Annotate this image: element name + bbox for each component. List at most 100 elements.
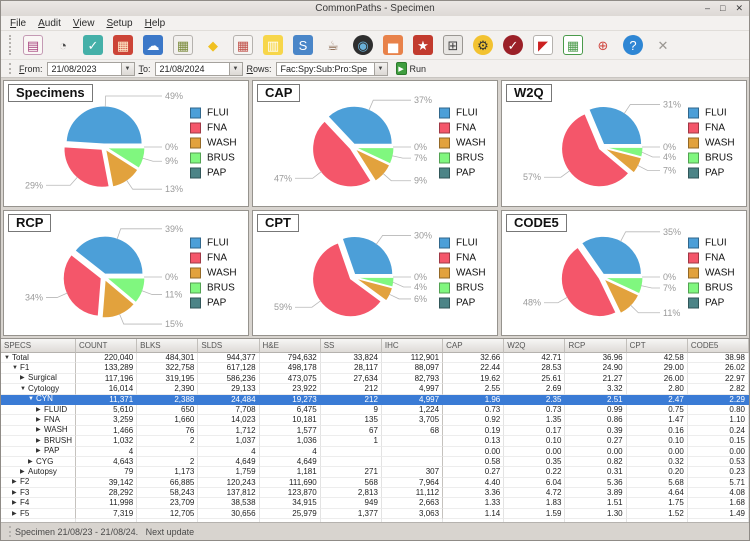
toolbar-button-green-table[interactable]: ▦ — [561, 33, 585, 57]
table-row-autopsy[interactable]: ▶ Autopsy 79 1,173 1,759 1,181 271 307 0.27 0.22 0… — [1, 467, 749, 478]
minimize-button[interactable]: – — [705, 3, 711, 13]
table-row-total[interactable]: ▼ Total 220,040 484,301 944,377 794,632 33,824… — [1, 353, 749, 364]
table-row-fna[interactable]: ▶ FNA 3,259 1,660 14,023 10,181 135 3,705 0.92 1.… — [1, 415, 749, 426]
expand-arrow-icon[interactable]: ▶ — [36, 427, 41, 434]
toolbar-button-calendar[interactable]: ▦ — [231, 33, 255, 57]
expand-arrow-icon[interactable]: ▶ — [36, 417, 41, 424]
expand-arrow-icon[interactable]: ▶ — [12, 510, 17, 517]
collapse-arrow-icon[interactable]: ▼ — [28, 396, 34, 403]
expand-arrow-icon[interactable]: ▶ — [36, 437, 41, 444]
column-header-w2q[interactable]: W2Q — [504, 339, 566, 353]
table-row-f1[interactable]: ▼ F1 133,289 322,758 617,128 498,178 28,117 88,… — [1, 363, 749, 374]
toolbar-button-lifebuoy[interactable]: ⊕ — [591, 33, 615, 57]
table-cell: 7,708 — [198, 404, 260, 416]
toolbar-button-color-tiles[interactable]: ▦ — [111, 33, 135, 57]
toolbar-button-coffee-cup[interactable]: ☕ — [321, 33, 345, 57]
collapse-arrow-icon[interactable]: ▼ — [20, 385, 26, 392]
filterbar-drag-handle[interactable] — [9, 62, 12, 75]
toolbar-button-sql-doc[interactable]: S — [291, 33, 315, 57]
table-row-f3[interactable]: ▶ F3 28,292 58,243 137,812 123,870 2,813 11,112… — [1, 488, 749, 499]
column-header-ss[interactable]: SS — [320, 339, 382, 353]
toolbar-button-database-doc[interactable]: ▤ — [21, 33, 45, 57]
table-row-cytology[interactable]: ▼ Cytology 16,014 2,390 29,133 23,922 212 4,997… — [1, 384, 749, 395]
label-leader-line — [391, 155, 411, 159]
column-header-code5[interactable]: CODE5 — [687, 339, 749, 353]
toolbar-button-close-app[interactable]: ✕ — [651, 33, 675, 57]
toolbar-button-columns[interactable]: ▥ — [261, 33, 285, 57]
menu-view[interactable]: View — [72, 17, 95, 29]
expand-arrow-icon[interactable]: ▶ — [20, 375, 25, 382]
table-cell: 27,634 — [320, 373, 382, 385]
table-row-f2[interactable]: ▶ F2 39,142 66,885 120,243 111,690 568 7,964 4.4… — [1, 477, 749, 489]
table-row-fluid[interactable]: ▶ FLUID 5,610 650 7,708 6,475 9 1,224 0.73 0.73 0.… — [1, 404, 749, 416]
table-cell: 1,712 — [198, 425, 260, 437]
toolbar-button-pdf-reader[interactable]: ◤ — [531, 33, 555, 57]
menu-setup[interactable]: Setup — [106, 17, 133, 29]
chevron-down-icon[interactable]: ▼ — [228, 62, 242, 75]
table-cell: 1.47 — [626, 415, 688, 426]
toolbar-button-camera[interactable]: ◉ — [351, 33, 375, 57]
toolbar-button-clipboard-check[interactable]: ✓ — [81, 33, 105, 57]
menu-help[interactable]: Help — [144, 17, 166, 29]
legend-entry-wash: WASH — [190, 137, 237, 149]
expand-arrow-icon[interactable]: ▶ — [36, 448, 41, 455]
toolbar-button-sheet-chart[interactable]: ▦ — [171, 33, 195, 57]
table-cell: 7,319 — [76, 508, 138, 520]
menu-audit[interactable]: Audit — [38, 17, 61, 29]
expand-arrow-icon[interactable]: ▶ — [12, 479, 17, 486]
rows-combobox[interactable]: Fac:Spy:Sub:Pro:Spe ▼ — [275, 61, 388, 76]
column-header-specs[interactable]: SPECS — [1, 339, 76, 353]
expand-arrow-icon[interactable]: ▶ — [36, 406, 41, 413]
collapse-arrow-icon[interactable]: ▼ — [12, 365, 18, 372]
maximize-button[interactable]: □ — [720, 3, 726, 13]
from-date-combobox[interactable]: 21/08/2023 ▼ — [46, 61, 135, 76]
legend-label-brus: BRUS — [456, 152, 484, 164]
toolbar-button-wrench[interactable]: ✓ — [501, 33, 525, 57]
table-cell: 0.73 — [443, 404, 505, 416]
table-row-cyn[interactable]: ▼ CYN 11,371 2,388 24,484 19,273 212 4,997 1.96 2… — [1, 394, 749, 405]
column-header-blks[interactable]: BLKS — [137, 339, 199, 353]
table-row-brush[interactable]: ▶ BRUSH 1,032 2 1,037 1,036 1 0.13 0.10 0.27 0.10 0… — [1, 436, 749, 447]
column-header-slds[interactable]: SLDS — [198, 339, 260, 353]
toolbar-button-chart-report[interactable]: ▅ — [381, 33, 405, 57]
table-cell: 1,037 — [198, 436, 260, 447]
legend-label-wash: WASH — [705, 137, 735, 149]
table-cell: 137,812 — [198, 488, 260, 499]
column-header-cpt[interactable]: CPT — [626, 339, 688, 353]
legend-swatch-brus — [688, 152, 699, 164]
column-header-ihc[interactable]: IHC — [381, 339, 444, 353]
table-row-cyg[interactable]: ▶ CYG 4,643 2 4,649 4,649 0.58 0.35 0.82 0.32 0.53 — [1, 456, 749, 468]
run-button[interactable]: ▶ Run — [395, 62, 426, 75]
menu-file[interactable]: File — [10, 17, 27, 29]
toolbar-button-dollar-sign[interactable]: ◆ — [201, 33, 225, 57]
table-cell: 212 — [320, 394, 382, 405]
close-button[interactable]: ✕ — [735, 3, 743, 13]
column-header-count[interactable]: COUNT — [76, 339, 138, 353]
toolbar-button-clock-24[interactable]: ◔ — [51, 33, 75, 57]
column-header-cap[interactable]: CAP — [443, 339, 505, 353]
table-cell: 0.27 — [565, 436, 627, 447]
table-row-f5[interactable]: ▶ F5 7,319 12,705 30,656 25,979 1,377 3,063 1.14… — [1, 508, 749, 520]
toolbar-button-help[interactable]: ? — [621, 33, 645, 57]
table-row-pap[interactable]: ▶ PAP 4 4 4 0.00 0.00 0.00 0.00 0.00 — [1, 446, 749, 457]
table-row-surgical[interactable]: ▶ Surgical 117,196 319,195 586,236 473,075 27,… — [1, 373, 749, 385]
toolbar-button-calculator[interactable]: ⊞ — [441, 33, 465, 57]
table-cell: 2.55 — [443, 384, 505, 395]
table-row-wash[interactable]: ▶ WASH 1,466 76 1,712 1,577 67 68 0.19 0.17 0.39 0.… — [1, 425, 749, 437]
chevron-down-icon[interactable]: ▼ — [120, 62, 134, 75]
table-cell: 28,292 — [76, 488, 138, 499]
table-row-f4[interactable]: ▶ F4 11,998 23,709 38,538 34,915 949 2,663 1.33 1… — [1, 498, 749, 509]
expand-arrow-icon[interactable]: ▶ — [20, 469, 25, 475]
toolbar-button-gear[interactable]: ⚙ — [471, 33, 495, 57]
toolbar-button-burst[interactable]: ★ — [411, 33, 435, 57]
column-header-he[interactable]: H&E — [259, 339, 321, 353]
expand-arrow-icon[interactable]: ▶ — [28, 458, 33, 465]
column-header-rcp[interactable]: RCP — [565, 339, 627, 353]
chevron-down-icon[interactable]: ▼ — [373, 62, 387, 75]
collapse-arrow-icon[interactable]: ▼ — [4, 354, 10, 361]
to-date-combobox[interactable]: 21/08/2024 ▼ — [154, 61, 243, 76]
toolbar-button-cloud[interactable]: ☁ — [141, 33, 165, 57]
toolbar-drag-handle[interactable] — [9, 35, 12, 55]
expand-arrow-icon[interactable]: ▶ — [12, 500, 17, 507]
expand-arrow-icon[interactable]: ▶ — [12, 489, 17, 496]
